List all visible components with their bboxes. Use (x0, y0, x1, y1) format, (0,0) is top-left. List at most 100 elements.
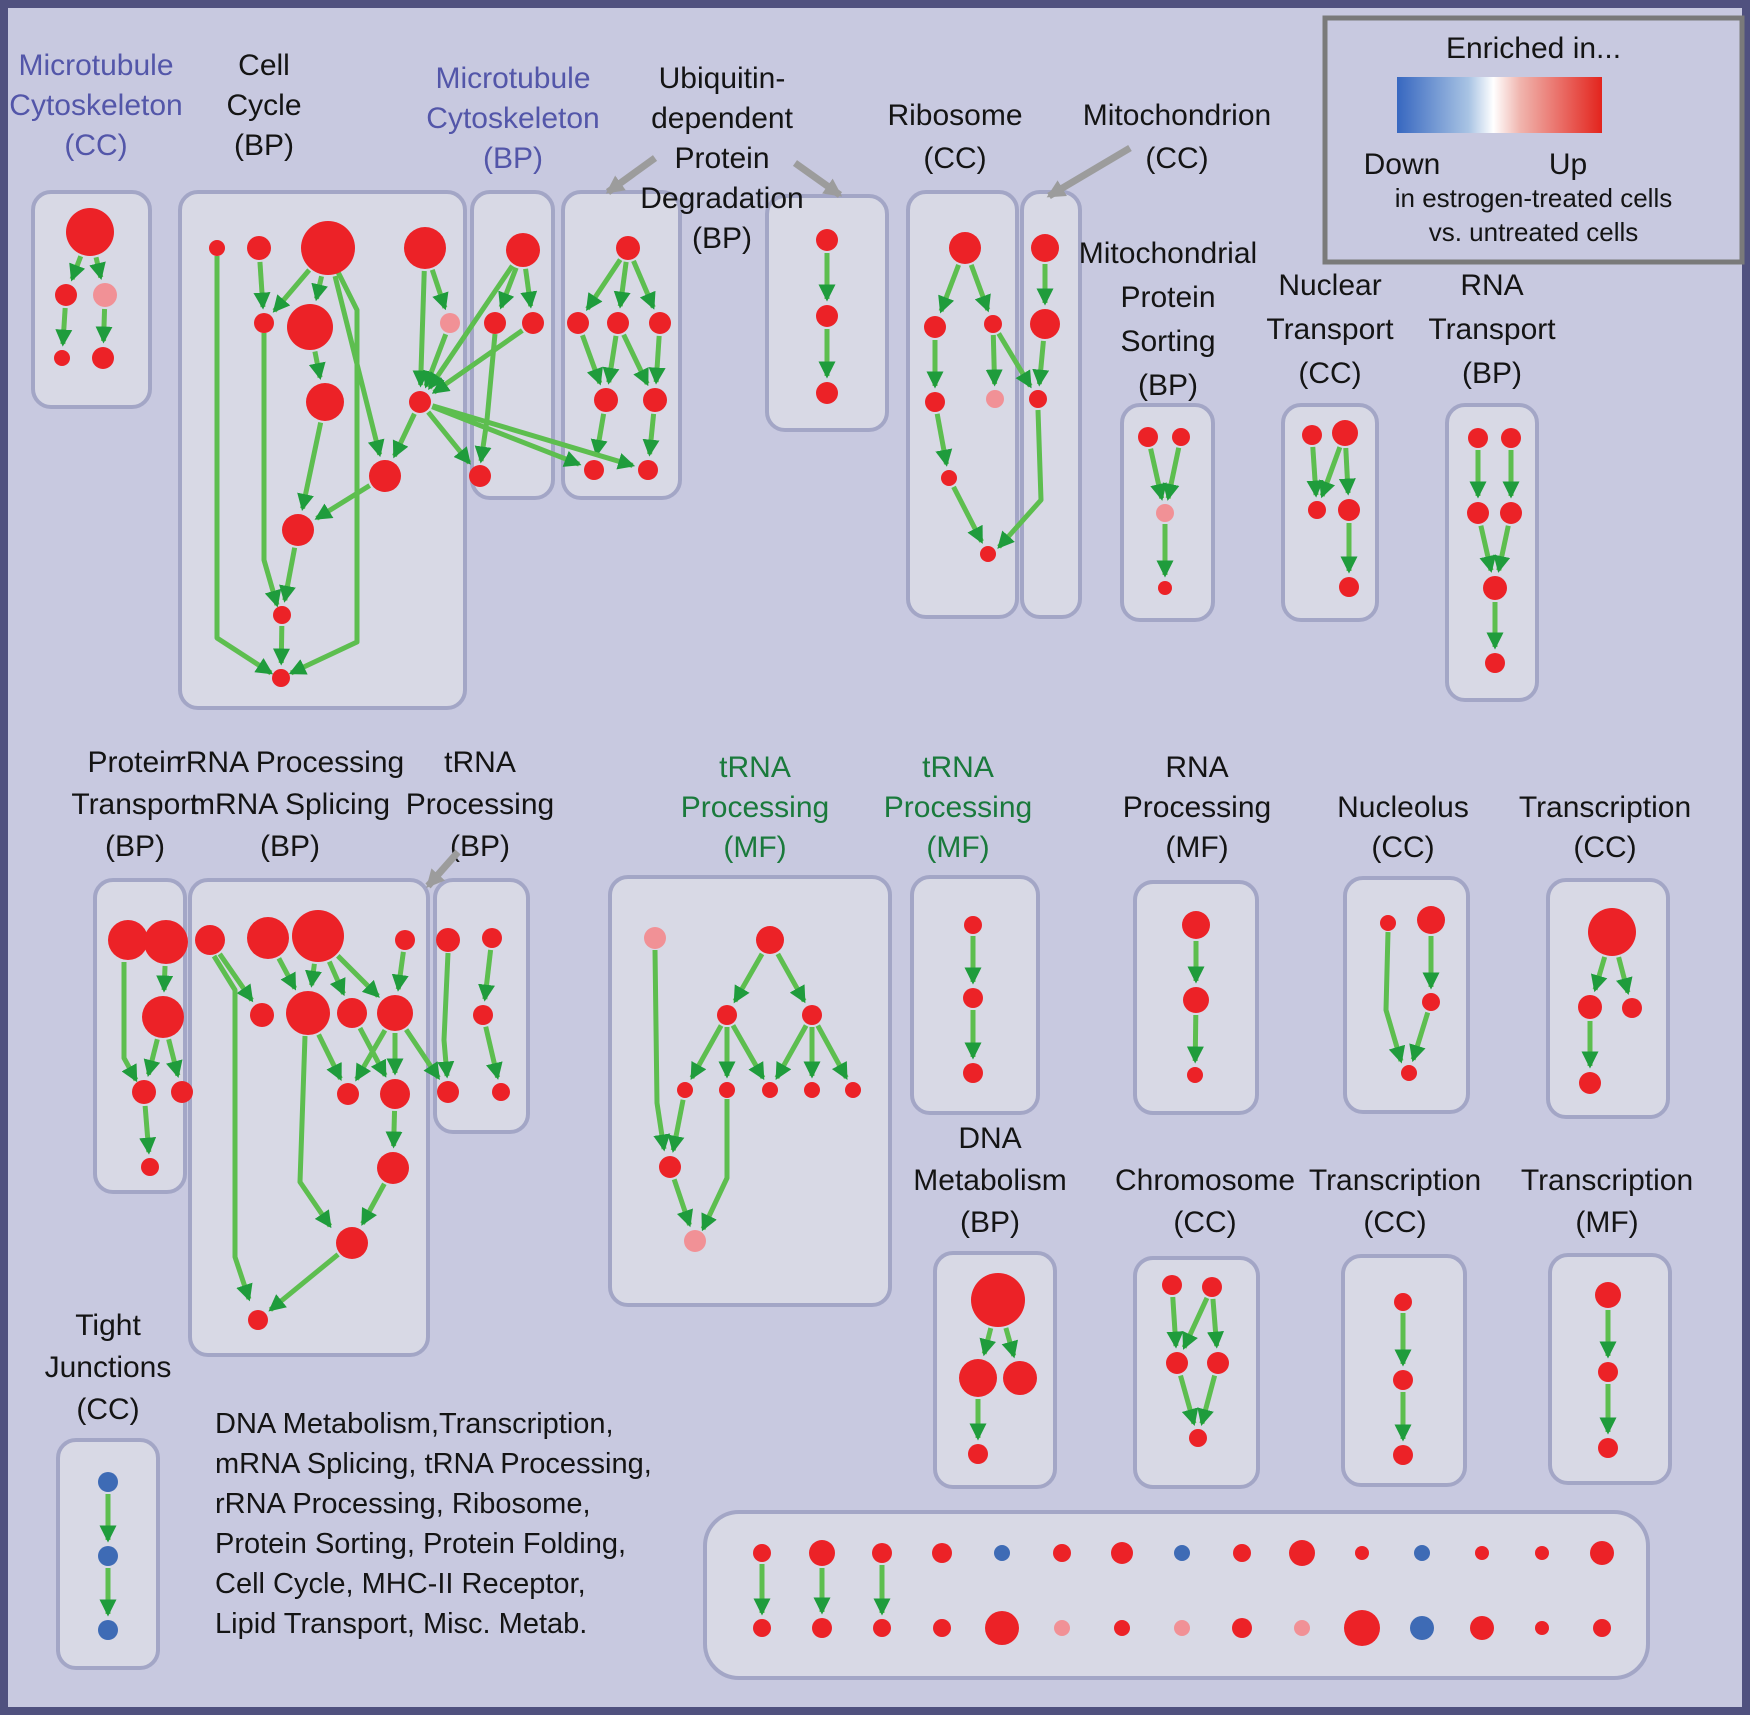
gene-node-txcc2-1 (1578, 995, 1602, 1019)
cluster-label-prot-line0: Protein (87, 746, 182, 779)
gene-node-ub1-4 (594, 388, 618, 412)
gene-node-ub1-1 (567, 312, 589, 334)
cluster-label-rrna-line1: mRNA Splicing (190, 788, 390, 821)
legend-subtitle-1: in estrogen-treated cells (1395, 183, 1672, 213)
cluster-label-mps-line1: Protein (1120, 281, 1215, 314)
edge-arrow (327, 960, 346, 997)
gene-node-trnamf1-2 (717, 1005, 737, 1025)
gene-node-trnamf2-2 (963, 1063, 983, 1083)
cluster-label-mito-line0: Mitochondrion (1083, 99, 1271, 132)
cluster-label-nuct-line2: (CC) (1298, 357, 1361, 390)
gene-node-misc-1 (809, 1540, 835, 1566)
cluster-label-trnamf1-line1: Processing (681, 791, 829, 824)
gene-node-cc-1 (247, 236, 271, 260)
cluster-label-txcc3-line1: (CC) (1363, 1206, 1426, 1239)
gene-node-rrna-0 (195, 925, 225, 955)
gene-node-misc-27 (1470, 1616, 1494, 1640)
cluster-label-rnamf-line2: (MF) (1165, 831, 1228, 864)
cluster-box-rnat (1445, 403, 1539, 702)
edge-arrow (314, 483, 372, 521)
cluster-label-tight-line0: Tight (75, 1309, 141, 1342)
edge-arrow (1181, 1296, 1210, 1350)
cluster-label-ub1-line2: Protein (674, 142, 769, 175)
gene-node-tight-1 (98, 1546, 118, 1566)
edge-arrow (996, 332, 1033, 389)
gene-node-nucl-0 (1380, 915, 1396, 931)
edge-arrow (55, 307, 73, 347)
edge-arrow-bent (211, 954, 253, 1302)
gene-node-chrom-1 (1202, 1277, 1222, 1297)
cluster-label-trnabp-line1: Processing (406, 788, 554, 821)
gene-node-tight-2 (98, 1620, 118, 1640)
legend-down-label: Down (1364, 148, 1441, 181)
gene-node-chrom-0 (1162, 1275, 1182, 1295)
cluster-label-mps-line0: Mitochondrial (1079, 237, 1257, 270)
gene-node-cc-2 (301, 221, 355, 275)
legend-title: Enriched in... (1446, 32, 1621, 65)
gene-node-ub1-3 (649, 312, 671, 334)
gene-node-nuct-2 (1308, 501, 1326, 519)
gene-node-trnamf2-0 (964, 916, 982, 934)
cluster-label-trnamf1-line0: tRNA (719, 751, 791, 784)
edge-arrow (427, 264, 515, 391)
edge-arrow (1197, 1374, 1218, 1426)
gene-node-rrna-4 (250, 1003, 274, 1027)
gene-node-misc-13 (1535, 1546, 1549, 1560)
gene-node-cc-4 (254, 313, 274, 333)
gene-node-rnamf-2 (1187, 1067, 1203, 1083)
edge-arrow (1409, 1011, 1431, 1063)
caption-line-4: Cell Cycle, MHC-II Receptor, (215, 1568, 586, 1600)
gene-node-trnamf1-9 (659, 1156, 681, 1178)
gene-node-misc-12 (1475, 1546, 1489, 1560)
gene-node-rrna-7 (377, 995, 413, 1031)
edge-arrow-bent (261, 333, 282, 608)
gene-node-misc-15 (753, 1619, 771, 1637)
edge-arrow (89, 256, 106, 280)
edge-arrow (143, 1038, 161, 1078)
edge-arrow-bent (288, 270, 360, 676)
cluster-label-ub1-line3: Degradation (640, 182, 803, 215)
edge-arrow (671, 1178, 693, 1228)
edge-arrow (305, 963, 322, 988)
gene-node-txcc2-2 (1622, 998, 1642, 1018)
cluster-label-trnabp-line2: (BP) (450, 830, 510, 863)
legend-box (1322, 15, 1745, 265)
edge-arrow (648, 335, 666, 385)
gene-node-ribo-5 (941, 470, 957, 486)
gene-node-mps-2 (1156, 504, 1174, 522)
gene-node-cc-11 (273, 606, 291, 624)
cluster-label-mtbp-line2: (BP) (483, 142, 543, 175)
gene-node-cc-6 (440, 313, 460, 333)
gene-node-misc-21 (1114, 1620, 1130, 1636)
gene-node-trnabp-0 (436, 928, 460, 952)
cluster-label-mtbp-line1: Cytoskeleton (426, 102, 599, 135)
gene-node-misc-16 (812, 1618, 832, 1638)
edge-arrow (279, 547, 298, 603)
edge-arrow (667, 1099, 686, 1153)
gene-node-trnamf1-4 (677, 1082, 693, 1098)
edge-arrow (385, 1110, 403, 1149)
label-pointer-arrow (792, 160, 843, 198)
gene-node-txcc2-0 (1588, 908, 1636, 956)
gene-node-misc-19 (985, 1611, 1019, 1645)
gene-node-misc-26 (1410, 1616, 1434, 1640)
edge-arrow (1207, 1298, 1224, 1349)
cluster-label-mtbp-line0: Microtubule (435, 62, 590, 95)
edge-arrow (979, 1327, 997, 1357)
edge-arrow (1319, 446, 1343, 499)
cluster-label-txcc2-line1: (CC) (1573, 831, 1636, 864)
edge-arrow-bent (214, 256, 274, 676)
gene-node-mito-0 (1031, 234, 1059, 262)
cluster-label-dnam-line1: Metabolism (913, 1164, 1066, 1197)
edge-arrow (404, 1028, 441, 1081)
edge-arrow (689, 1024, 724, 1081)
gene-node-mps-3 (1158, 581, 1172, 595)
edge-arrow (1478, 525, 1497, 573)
gene-node-txcc3-2 (1393, 1445, 1413, 1465)
caption-line-0: DNA Metabolism,Transcription, (215, 1408, 614, 1440)
edge-arrow (1162, 447, 1182, 501)
gene-node-mps-0 (1138, 427, 1158, 447)
gene-node-mtcc-0 (66, 208, 114, 256)
edge-arrow (95, 308, 113, 344)
edge-arrow (391, 951, 409, 992)
